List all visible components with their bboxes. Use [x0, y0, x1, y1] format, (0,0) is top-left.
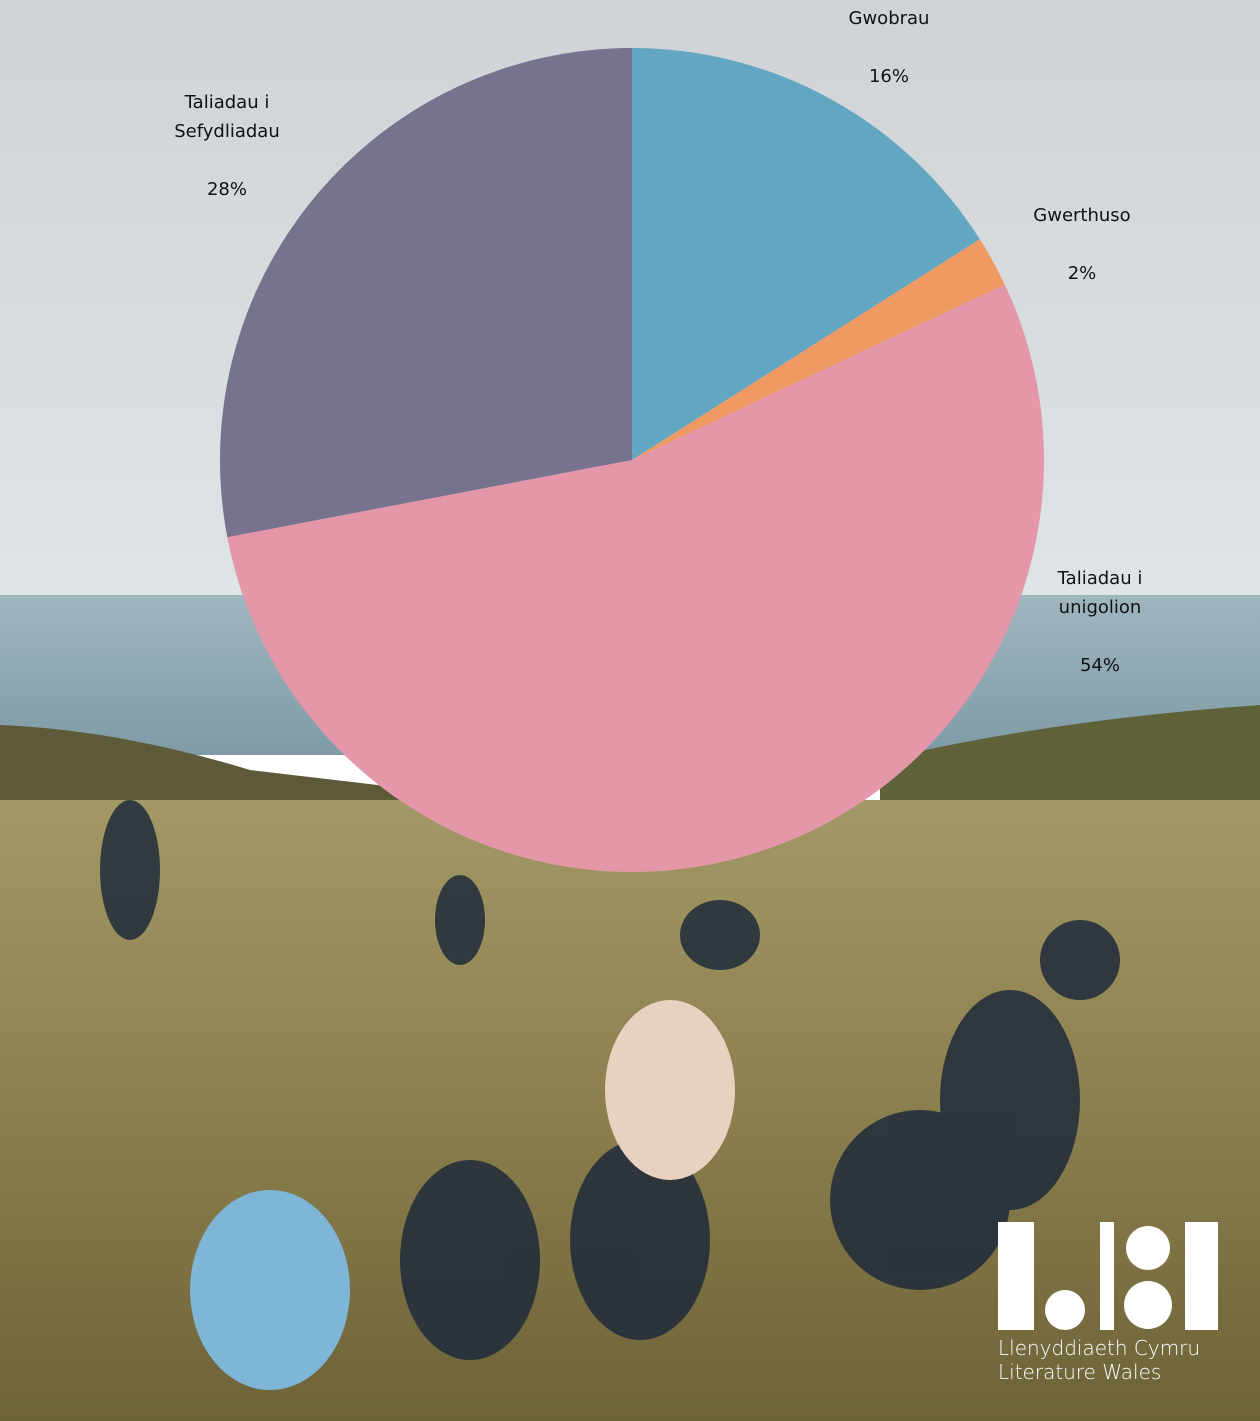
- value-label: 54%: [1030, 651, 1170, 680]
- category-label: Gwobrau: [849, 8, 930, 29]
- category-label: Taliadau i unigolion: [1058, 568, 1143, 618]
- page: Gwobrau 16% Gwerthuso 2% Taliadau i unigolio…: [0, 0, 1260, 1421]
- slice-label: Taliadau i Sefydliadau 28%: [157, 88, 297, 204]
- logo-text: Llenyddiaeth Cymru: [998, 1336, 1200, 1360]
- category-label: Gwerthuso: [1033, 205, 1130, 226]
- category-label: Taliadau i Sefydliadau: [174, 92, 280, 142]
- logo-mark: [998, 1222, 1218, 1330]
- value-label: 2%: [1012, 259, 1152, 288]
- value-label: 16%: [819, 62, 959, 91]
- slice-label: Taliadau i unigolion 54%: [1030, 564, 1170, 680]
- pie: [220, 48, 1044, 872]
- value-label: 28%: [157, 175, 297, 204]
- slice-label: Gwerthuso 2%: [1012, 201, 1152, 288]
- logo-text: Literature Wales: [998, 1360, 1161, 1384]
- slice-label: Gwobrau 16%: [819, 4, 959, 91]
